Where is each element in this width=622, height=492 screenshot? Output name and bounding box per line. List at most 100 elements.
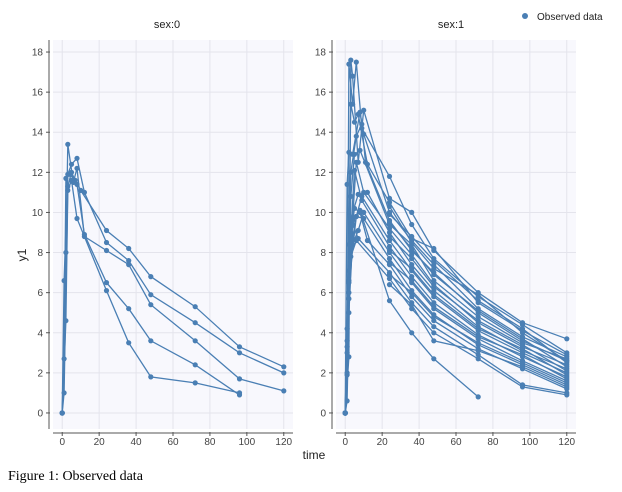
data-point[interactable] [103,239,110,246]
data-point[interactable] [103,247,110,254]
data-point[interactable] [431,266,437,272]
data-point[interactable] [386,211,393,217]
data-point[interactable] [74,165,80,171]
data-point[interactable] [353,159,359,165]
data-point[interactable] [59,410,65,416]
data-point[interactable] [103,280,110,286]
data-point[interactable] [236,350,243,356]
data-point[interactable] [386,256,393,262]
data-point[interactable] [409,262,415,268]
data-point[interactable] [386,233,393,240]
data-point[interactable] [63,249,69,256]
data-point[interactable] [475,314,481,320]
data-point[interactable] [65,141,71,147]
data-point[interactable] [431,324,437,330]
data-point[interactable] [409,278,415,284]
data-point[interactable] [74,181,80,187]
data-point[interactable] [409,330,415,336]
data-point[interactable] [386,260,393,266]
data-point[interactable] [236,376,243,382]
data-point[interactable] [409,274,415,280]
data-point[interactable] [386,203,393,209]
data-point[interactable] [348,101,354,107]
data-point[interactable] [364,237,370,244]
data-point[interactable] [281,364,287,370]
data-point[interactable] [65,187,71,193]
data-point[interactable] [364,189,370,195]
data-point[interactable] [357,207,363,213]
data-point[interactable] [475,352,481,358]
data-point[interactable] [564,358,570,364]
data-point[interactable] [475,334,481,340]
data-point[interactable] [74,215,80,222]
data-point[interactable] [344,181,350,187]
data-point[interactable] [386,243,393,250]
data-point[interactable] [519,384,526,390]
data-point[interactable] [236,344,243,350]
data-point[interactable] [192,338,198,344]
data-point[interactable] [475,356,481,362]
data-point[interactable] [564,376,570,382]
data-point[interactable] [348,57,354,63]
data-point[interactable] [386,276,393,282]
data-point[interactable] [386,173,393,179]
data-point[interactable] [519,360,526,366]
data-point[interactable] [409,221,415,228]
data-point[interactable] [431,318,437,324]
data-point[interactable] [148,338,154,344]
data-point[interactable] [564,372,570,378]
data-point[interactable] [126,258,132,264]
data-point[interactable] [431,262,437,268]
data-point[interactable] [431,288,437,294]
data-point[interactable] [281,370,287,376]
data-point[interactable] [68,169,75,175]
data-point[interactable] [351,119,358,125]
data-point[interactable] [409,209,415,215]
data-point[interactable] [431,258,437,264]
data-point[interactable] [386,219,393,226]
data-point[interactable] [519,322,526,328]
data-point[interactable] [409,266,415,272]
data-point[interactable] [409,245,415,252]
data-point[interactable] [359,197,365,203]
data-point[interactable] [409,256,415,262]
data-point[interactable] [348,193,354,199]
data-point[interactable] [431,314,437,320]
data-point[interactable] [192,304,198,310]
data-point[interactable] [519,342,526,348]
data-point[interactable] [148,302,154,308]
data-point[interactable] [192,320,198,326]
data-point[interactable] [475,308,481,314]
data-point[interactable] [431,292,437,298]
legend[interactable]: Observed data [522,12,603,23]
data-point[interactable] [353,237,359,244]
data-point[interactable] [148,374,154,380]
data-point[interactable] [350,217,356,224]
data-point[interactable] [475,394,481,400]
data-point[interactable] [342,410,348,416]
data-point[interactable] [386,229,393,236]
data-point[interactable] [519,330,526,336]
data-point[interactable] [361,131,367,137]
data-point[interactable] [103,227,110,234]
data-point[interactable] [564,336,570,342]
data-point[interactable] [431,356,437,362]
data-point[interactable] [409,290,415,296]
data-point[interactable] [475,348,481,354]
data-point[interactable] [431,330,437,336]
data-point[interactable] [351,151,358,157]
data-point[interactable] [126,306,132,312]
data-point[interactable] [350,73,356,79]
data-point[interactable] [564,384,570,390]
data-point[interactable] [126,340,132,346]
data-point[interactable] [346,61,352,67]
data-point[interactable] [409,294,415,300]
data-point[interactable] [475,298,481,304]
data-point[interactable] [519,346,526,352]
data-point[interactable] [68,177,75,183]
data-point[interactable] [346,268,352,274]
data-point[interactable] [63,318,69,324]
data-point[interactable] [564,364,570,370]
data-point[interactable] [148,292,154,298]
data-point[interactable] [475,340,481,346]
